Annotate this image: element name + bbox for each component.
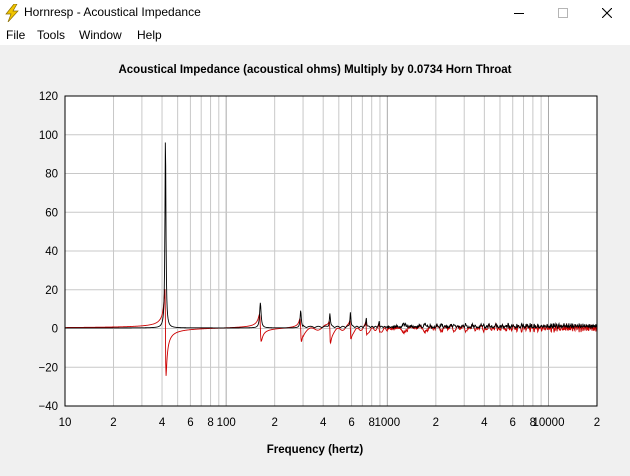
x-tick-label: 2 [594, 417, 600, 429]
menu-bar: File Tools Window Help [0, 26, 630, 45]
y-tick-label: 0 [52, 324, 58, 336]
x-tick-label: 100 [217, 417, 236, 429]
x-tick-label: 1000 [375, 417, 401, 429]
menu-window[interactable]: Window [79, 28, 122, 42]
x-tick-label: 8 [530, 417, 536, 429]
y-tick-label: −20 [38, 362, 58, 374]
x-tick-label: 10000 [532, 417, 564, 429]
y-tick-label: 120 [39, 91, 58, 103]
title-bar: Hornresp - Acoustical Impedance [0, 0, 630, 26]
menu-file[interactable]: File [6, 28, 26, 42]
series-black-line [65, 142, 598, 330]
close-button[interactable] [584, 0, 630, 26]
plot-frame [64, 95, 598, 407]
x-tick-label: 4 [320, 417, 327, 429]
lightning-icon [5, 4, 19, 22]
x-tick-label: 6 [187, 417, 193, 429]
y-tick-label: 100 [39, 130, 58, 142]
x-axis-label: Frequency (hertz) [266, 444, 364, 456]
x-tick-label: 2 [271, 417, 277, 429]
maximize-icon [558, 8, 568, 18]
minimize-icon [514, 13, 524, 14]
x-tick-label: 2 [110, 417, 116, 429]
y-tick-label: 20 [45, 285, 58, 297]
menu-tools[interactable]: Tools [37, 28, 66, 42]
x-tick-label: 8 [207, 417, 213, 429]
minimize-button[interactable] [496, 0, 542, 26]
menu-help[interactable]: Help [137, 28, 162, 42]
y-tick-label: 40 [45, 246, 58, 258]
y-tick-label: 80 [45, 169, 58, 181]
x-tick-label: 4 [159, 417, 166, 429]
x-tick-label: 6 [348, 417, 354, 429]
x-tick-label: 10 [59, 417, 72, 429]
x-tick-label: 4 [481, 417, 488, 429]
x-tick-label: 8 [369, 417, 375, 429]
x-tick-label: 6 [510, 417, 516, 429]
y-tick-label: −40 [38, 401, 58, 413]
x-tick-label: 2 [433, 417, 439, 429]
window-title: Hornresp - Acoustical Impedance [24, 5, 201, 19]
close-icon [602, 8, 612, 18]
y-tick-label: 60 [45, 207, 58, 219]
maximize-button[interactable] [540, 0, 586, 26]
chart-title: Acoustical Impedance (acoustical ohms) M… [118, 64, 512, 76]
